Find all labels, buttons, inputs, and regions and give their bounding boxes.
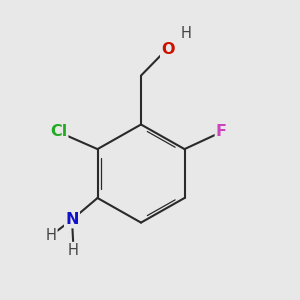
Text: H: H bbox=[46, 228, 56, 243]
Text: H: H bbox=[181, 26, 191, 40]
Text: N: N bbox=[65, 212, 79, 227]
Text: O: O bbox=[161, 42, 175, 57]
Text: H: H bbox=[68, 243, 79, 258]
Text: F: F bbox=[216, 124, 227, 140]
Text: Cl: Cl bbox=[50, 124, 67, 140]
